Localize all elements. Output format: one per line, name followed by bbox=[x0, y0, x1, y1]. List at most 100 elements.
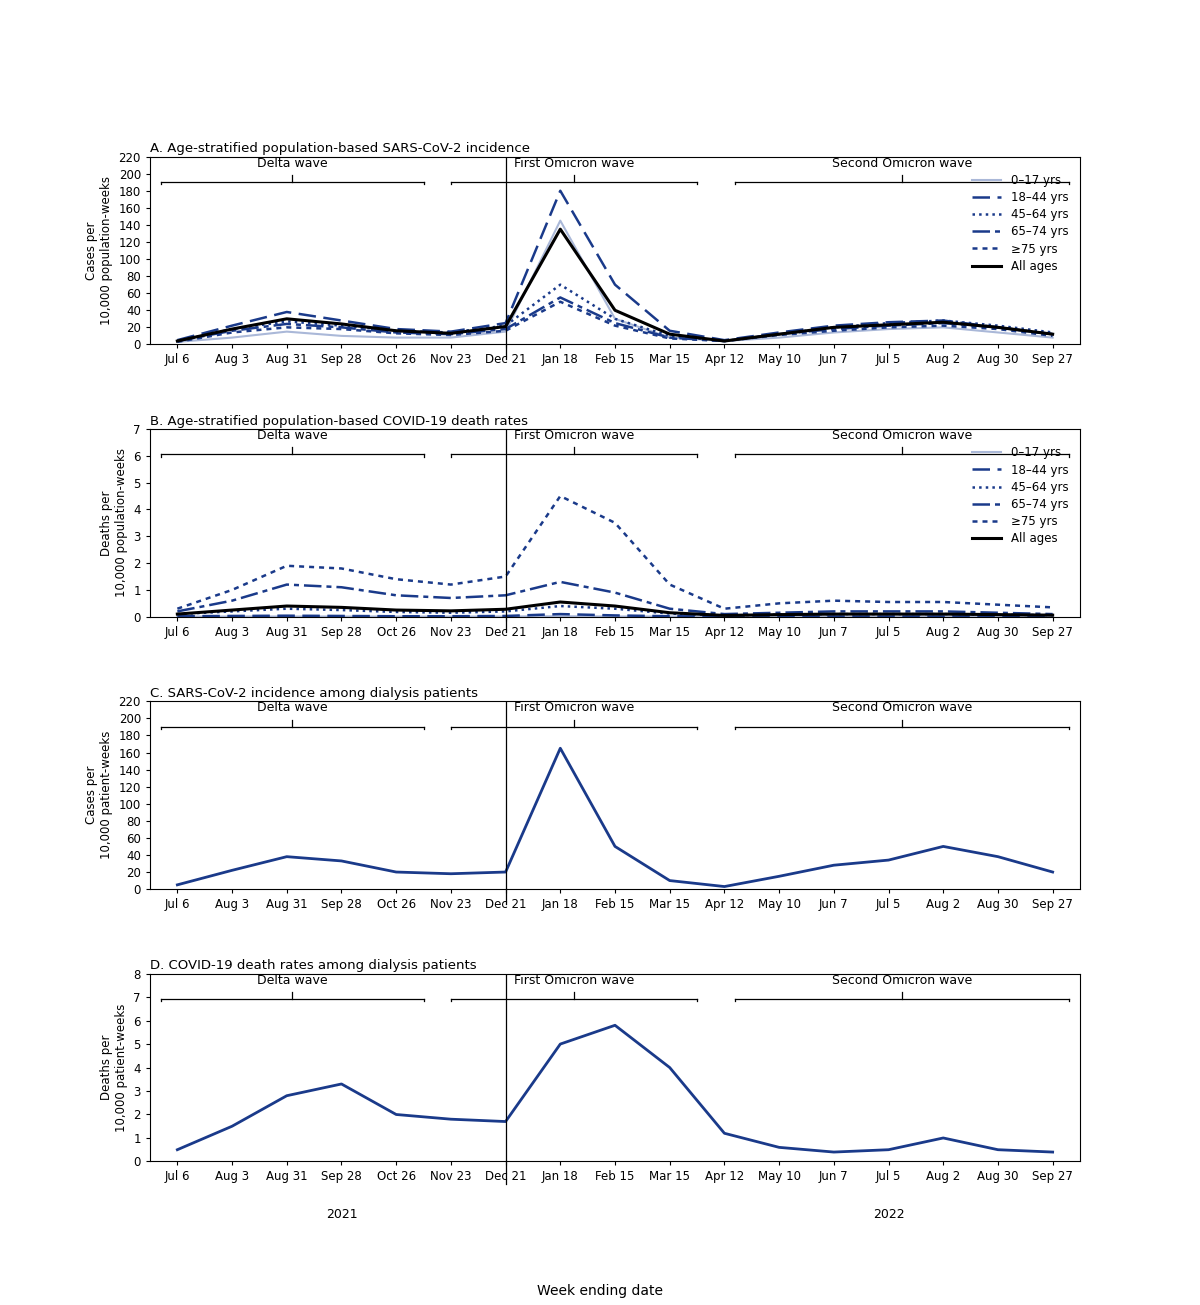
0–17 yrs bbox=[662, 330, 677, 346]
0–17 yrs bbox=[662, 608, 677, 624]
≥75 yrs bbox=[1045, 599, 1060, 615]
All ages bbox=[444, 325, 458, 341]
Y-axis label: Deaths per
10,000 patient-weeks: Deaths per 10,000 patient-weeks bbox=[100, 1004, 128, 1131]
18–44 yrs bbox=[389, 321, 403, 337]
All ages bbox=[772, 607, 786, 622]
≥75 yrs bbox=[827, 322, 841, 338]
All ages bbox=[335, 599, 349, 615]
All ages bbox=[553, 222, 568, 238]
≥75 yrs bbox=[498, 322, 512, 338]
45–64 yrs bbox=[170, 333, 185, 348]
0–17 yrs bbox=[224, 330, 239, 346]
45–64 yrs bbox=[936, 313, 950, 329]
65–74 yrs bbox=[662, 600, 677, 616]
All ages bbox=[498, 602, 512, 617]
18–44 yrs bbox=[827, 608, 841, 624]
Text: 2022: 2022 bbox=[872, 1208, 905, 1221]
45–64 yrs bbox=[335, 602, 349, 617]
45–64 yrs bbox=[718, 608, 732, 624]
18–44 yrs bbox=[1045, 326, 1060, 342]
All ages bbox=[718, 608, 732, 624]
≥75 yrs bbox=[444, 328, 458, 343]
All ages bbox=[608, 303, 623, 318]
Text: Second Omicron wave: Second Omicron wave bbox=[832, 701, 972, 714]
18–44 yrs bbox=[772, 325, 786, 341]
45–64 yrs bbox=[608, 311, 623, 326]
45–64 yrs bbox=[662, 328, 677, 343]
All ages bbox=[280, 311, 294, 326]
18–44 yrs bbox=[936, 313, 950, 329]
45–64 yrs bbox=[553, 277, 568, 292]
≥75 yrs bbox=[881, 320, 895, 335]
45–64 yrs bbox=[389, 604, 403, 620]
65–74 yrs bbox=[718, 607, 732, 622]
45–64 yrs bbox=[827, 320, 841, 335]
All ages bbox=[662, 606, 677, 621]
Text: First Omicron wave: First Omicron wave bbox=[514, 974, 634, 987]
0–17 yrs bbox=[498, 324, 512, 339]
0–17 yrs bbox=[280, 324, 294, 339]
Text: Delta wave: Delta wave bbox=[257, 974, 328, 987]
Y-axis label: Cases per
10,000 patient-weeks: Cases per 10,000 patient-weeks bbox=[85, 731, 113, 860]
Y-axis label: Cases per
10,000 population-weeks: Cases per 10,000 population-weeks bbox=[85, 176, 113, 325]
18–44 yrs bbox=[170, 333, 185, 348]
0–17 yrs bbox=[224, 608, 239, 624]
≥75 yrs bbox=[936, 594, 950, 609]
65–74 yrs bbox=[662, 330, 677, 346]
All ages bbox=[224, 321, 239, 337]
≥75 yrs bbox=[991, 321, 1006, 337]
45–64 yrs bbox=[772, 607, 786, 622]
≥75 yrs bbox=[553, 294, 568, 309]
18–44 yrs bbox=[991, 608, 1006, 624]
45–64 yrs bbox=[881, 607, 895, 622]
45–64 yrs bbox=[608, 600, 623, 616]
0–17 yrs bbox=[335, 608, 349, 624]
All ages bbox=[827, 320, 841, 335]
65–74 yrs bbox=[881, 318, 895, 334]
65–74 yrs bbox=[827, 604, 841, 620]
45–64 yrs bbox=[498, 604, 512, 620]
18–44 yrs bbox=[827, 318, 841, 334]
Line: 18–44 yrs: 18–44 yrs bbox=[178, 615, 1052, 616]
≥75 yrs bbox=[718, 600, 732, 616]
65–74 yrs bbox=[224, 322, 239, 338]
0–17 yrs bbox=[881, 321, 895, 337]
0–17 yrs bbox=[881, 609, 895, 625]
18–44 yrs bbox=[444, 608, 458, 624]
0–17 yrs bbox=[389, 608, 403, 624]
0–17 yrs bbox=[389, 330, 403, 346]
0–17 yrs bbox=[170, 334, 185, 350]
45–64 yrs bbox=[224, 321, 239, 337]
45–64 yrs bbox=[389, 322, 403, 338]
18–44 yrs bbox=[280, 304, 294, 320]
Line: 18–44 yrs: 18–44 yrs bbox=[178, 191, 1052, 341]
0–17 yrs bbox=[827, 325, 841, 341]
Legend: 0–17 yrs, 18–44 yrs, 45–64 yrs, 65–74 yrs, ≥75 yrs, All ages: 0–17 yrs, 18–44 yrs, 45–64 yrs, 65–74 yr… bbox=[966, 441, 1074, 551]
Text: 2021: 2021 bbox=[325, 1208, 358, 1221]
≥75 yrs bbox=[662, 577, 677, 592]
45–64 yrs bbox=[498, 318, 512, 334]
45–64 yrs bbox=[444, 606, 458, 621]
Text: Delta wave: Delta wave bbox=[257, 429, 328, 442]
Line: 45–64 yrs: 45–64 yrs bbox=[178, 606, 1052, 616]
18–44 yrs bbox=[881, 315, 895, 330]
0–17 yrs bbox=[608, 311, 623, 326]
All ages bbox=[991, 320, 1006, 335]
0–17 yrs bbox=[553, 608, 568, 624]
18–44 yrs bbox=[224, 318, 239, 334]
65–74 yrs bbox=[335, 579, 349, 595]
18–44 yrs bbox=[553, 183, 568, 198]
0–17 yrs bbox=[608, 608, 623, 624]
18–44 yrs bbox=[608, 608, 623, 624]
Line: 65–74 yrs: 65–74 yrs bbox=[178, 582, 1052, 615]
18–44 yrs bbox=[608, 277, 623, 292]
All ages bbox=[936, 315, 950, 330]
18–44 yrs bbox=[224, 608, 239, 624]
18–44 yrs bbox=[280, 608, 294, 624]
Text: Delta wave: Delta wave bbox=[257, 701, 328, 714]
0–17 yrs bbox=[1045, 330, 1060, 346]
Text: First Omicron wave: First Omicron wave bbox=[514, 157, 634, 170]
Text: C. SARS-CoV-2 incidence among dialysis patients: C. SARS-CoV-2 incidence among dialysis p… bbox=[150, 688, 478, 699]
0–17 yrs bbox=[553, 213, 568, 228]
Line: 65–74 yrs: 65–74 yrs bbox=[178, 298, 1052, 341]
